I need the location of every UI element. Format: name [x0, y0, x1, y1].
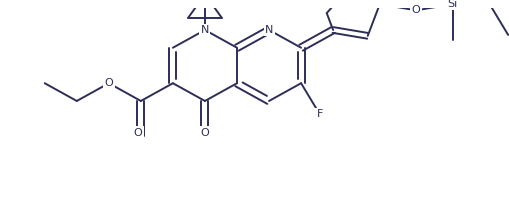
Text: O: O: [412, 5, 420, 15]
Text: Si: Si: [447, 0, 458, 9]
Text: O: O: [201, 128, 209, 138]
Text: O: O: [133, 128, 142, 138]
Text: N: N: [265, 25, 273, 35]
Text: O: O: [104, 78, 113, 88]
Text: N: N: [201, 25, 209, 35]
Text: F: F: [317, 109, 323, 119]
